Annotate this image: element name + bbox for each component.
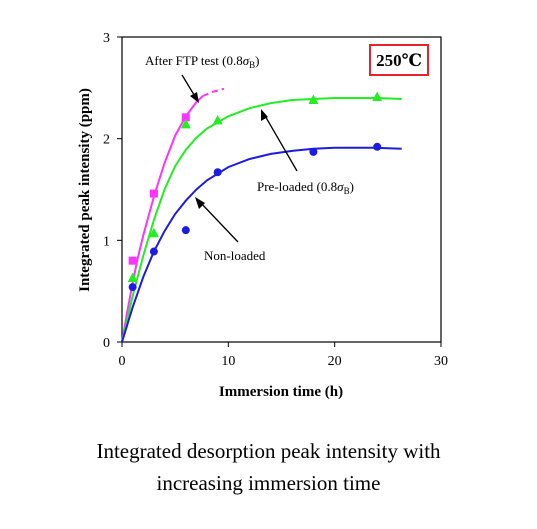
data-point-s2-5	[373, 142, 382, 151]
annotation-pre-main: Pre-loaded (0.8	[257, 179, 337, 194]
annotation-ftp-end: )	[255, 53, 259, 68]
data-point-s1-3	[212, 114, 223, 125]
x-axis-label: Immersion time (h)	[219, 384, 343, 400]
annotation-non-arrowhead	[195, 197, 205, 209]
annotation-pre-end: )	[350, 179, 354, 194]
temperature-label: 250℃	[376, 51, 422, 70]
annotation-non: Non-loaded	[204, 248, 266, 263]
annotation-ftp: After FTP test (0.8σB)	[145, 53, 260, 70]
caption-line-1: Integrated desorption peak intensity wit…	[96, 439, 441, 463]
annotation-ftp-arrowhead	[190, 92, 199, 103]
data-point-s1-5	[372, 91, 383, 101]
x-tick-label: 30	[434, 354, 448, 369]
annotation-non-arrow	[199, 201, 239, 243]
data-point-s1-2	[180, 118, 191, 129]
series-markers	[127, 91, 383, 292]
y-tick-label: 3	[103, 31, 110, 46]
x-tick-label: 10	[221, 354, 235, 369]
y-axis-label: Integrated peak intensity (ppm)	[77, 88, 93, 292]
y-tick-label: 1	[103, 234, 110, 249]
x-tick-label: 20	[328, 354, 342, 369]
temperature-box	[369, 44, 429, 76]
annotation-ftp-sub: B	[249, 60, 255, 70]
plot-frame	[121, 36, 442, 343]
data-point-s2-1	[149, 247, 158, 256]
data-point-s0-2	[181, 113, 190, 122]
series-curves	[121, 87, 402, 343]
annotation-ftp-main: After FTP test (0.8	[145, 53, 243, 68]
data-point-s2-4	[309, 147, 318, 156]
axis-ticks: 0 10 20 30 0 1 2 3	[103, 31, 448, 369]
data-point-s0-0	[128, 256, 137, 265]
y-tick-label: 2	[103, 133, 110, 148]
data-point-s0-1	[149, 189, 158, 198]
data-point-s1-1	[148, 227, 159, 238]
annotation-pre-sigma: σ	[337, 179, 344, 194]
series-line-dashed-0	[202, 87, 225, 97]
series-line-1	[121, 97, 402, 343]
series-line-2	[121, 146, 402, 343]
data-point-s1-0	[127, 272, 138, 282]
annotation-pre-sub: B	[344, 186, 350, 196]
annotation-ftp-sigma: σ	[243, 53, 250, 68]
annotation-pre: Pre-loaded (0.8σB)	[257, 179, 354, 196]
data-point-s2-0	[128, 283, 137, 292]
data-point-s2-3	[213, 168, 222, 177]
annotation-pre-arrow	[263, 113, 298, 172]
annotation-pre-arrowhead	[261, 109, 268, 121]
data-point-s2-2	[181, 226, 190, 235]
x-tick-label: 0	[119, 354, 126, 369]
data-point-s1-4	[308, 94, 319, 105]
caption-line-2: increasing immersion time	[156, 471, 381, 495]
y-tick-label: 0	[103, 336, 110, 351]
